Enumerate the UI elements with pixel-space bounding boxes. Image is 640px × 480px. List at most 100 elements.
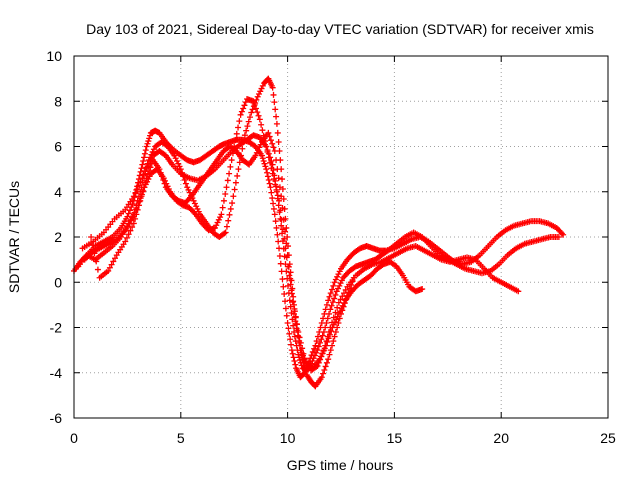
- data-point: [339, 302, 346, 309]
- data-point: [249, 106, 256, 113]
- data-point: [147, 132, 154, 139]
- data-point: [309, 348, 316, 355]
- data-point: [110, 258, 117, 265]
- data-point: [211, 224, 218, 231]
- data-point: [135, 202, 142, 209]
- data-point: [336, 282, 343, 289]
- data-point: [333, 316, 340, 323]
- data-point: [335, 299, 342, 306]
- data-point: [318, 336, 325, 343]
- data-point: [259, 155, 266, 162]
- data-point: [263, 143, 270, 150]
- data-point: [317, 353, 324, 360]
- y-tick-label: 2: [54, 229, 62, 245]
- data-point: [140, 157, 147, 164]
- data-point: [335, 310, 342, 317]
- data-point: [234, 172, 241, 179]
- data-point: [325, 335, 332, 342]
- data-point: [332, 291, 339, 298]
- data-point: [139, 188, 146, 195]
- data-point: [286, 330, 293, 337]
- data-point: [291, 308, 298, 315]
- data-point: [252, 100, 259, 107]
- y-tick-label: 8: [54, 93, 62, 109]
- y-tick-label: -2: [50, 320, 63, 336]
- x-axis-ticks: 0 5 10 15 20 25: [70, 56, 616, 446]
- data-point: [311, 352, 318, 359]
- data-point: [265, 176, 272, 183]
- data-point: [264, 169, 271, 176]
- data-series: [81, 132, 562, 374]
- data-point: [318, 374, 325, 381]
- data-point: [135, 182, 142, 189]
- data-point: [274, 166, 281, 173]
- data-point: [348, 281, 355, 288]
- x-tick-label: 5: [177, 430, 185, 446]
- data-point: [219, 204, 226, 211]
- data-point: [291, 357, 298, 364]
- data-point: [301, 355, 308, 362]
- data-point: [327, 347, 334, 354]
- data-point: [145, 138, 152, 145]
- data-point: [142, 147, 149, 154]
- data-point: [172, 155, 179, 162]
- data-point: [258, 152, 265, 159]
- data-point: [184, 184, 191, 191]
- x-tick-label: 0: [70, 430, 78, 446]
- data-point: [320, 329, 327, 336]
- data-point: [269, 195, 276, 202]
- data-point: [180, 173, 187, 180]
- data-point: [195, 208, 202, 215]
- data-point: [326, 351, 333, 358]
- data-point: [106, 264, 113, 271]
- data-point: [133, 211, 140, 218]
- data-point: [150, 146, 157, 153]
- data-point: [256, 144, 263, 151]
- data-point: [330, 282, 337, 289]
- data-point: [236, 118, 243, 125]
- data-point: [148, 151, 155, 158]
- data-point: [555, 234, 562, 240]
- data-point: [302, 357, 309, 364]
- data-point: [159, 173, 166, 180]
- y-tick-label: -4: [50, 365, 63, 381]
- data-point: [285, 325, 292, 332]
- data-point: [283, 240, 290, 247]
- data-point: [282, 228, 289, 235]
- y-axis-ticks: -6 -4 -2 0 2 4 6 8 10: [46, 48, 608, 426]
- data-point: [127, 227, 134, 234]
- data-point: [329, 299, 336, 306]
- data-point: [160, 176, 167, 183]
- data-point: [332, 309, 339, 316]
- data-point: [335, 319, 342, 326]
- data-point: [338, 277, 345, 284]
- data-point: [302, 365, 309, 372]
- data-point: [130, 193, 137, 200]
- data-point: [268, 165, 275, 172]
- data-point: [137, 168, 144, 175]
- data-point: [331, 279, 338, 286]
- data-point: [253, 149, 260, 156]
- data-point: [129, 224, 136, 231]
- data-point: [279, 205, 286, 212]
- data-point: [227, 163, 234, 170]
- data-point: [335, 285, 342, 292]
- data-point: [313, 349, 320, 356]
- data-point: [132, 215, 139, 222]
- data-point: [330, 321, 337, 328]
- data-point: [176, 163, 183, 170]
- data-point: [273, 186, 280, 193]
- data-point: [257, 88, 264, 95]
- data-point: [271, 99, 278, 106]
- data-point: [222, 229, 229, 236]
- data-point: [221, 230, 228, 237]
- data-point: [323, 319, 330, 326]
- data-point: [269, 140, 276, 147]
- data-point: [297, 347, 304, 354]
- data-point: [278, 222, 285, 229]
- data-point: [280, 283, 287, 290]
- data-point: [290, 322, 297, 329]
- data-point: [232, 137, 239, 144]
- data-point: [333, 288, 340, 295]
